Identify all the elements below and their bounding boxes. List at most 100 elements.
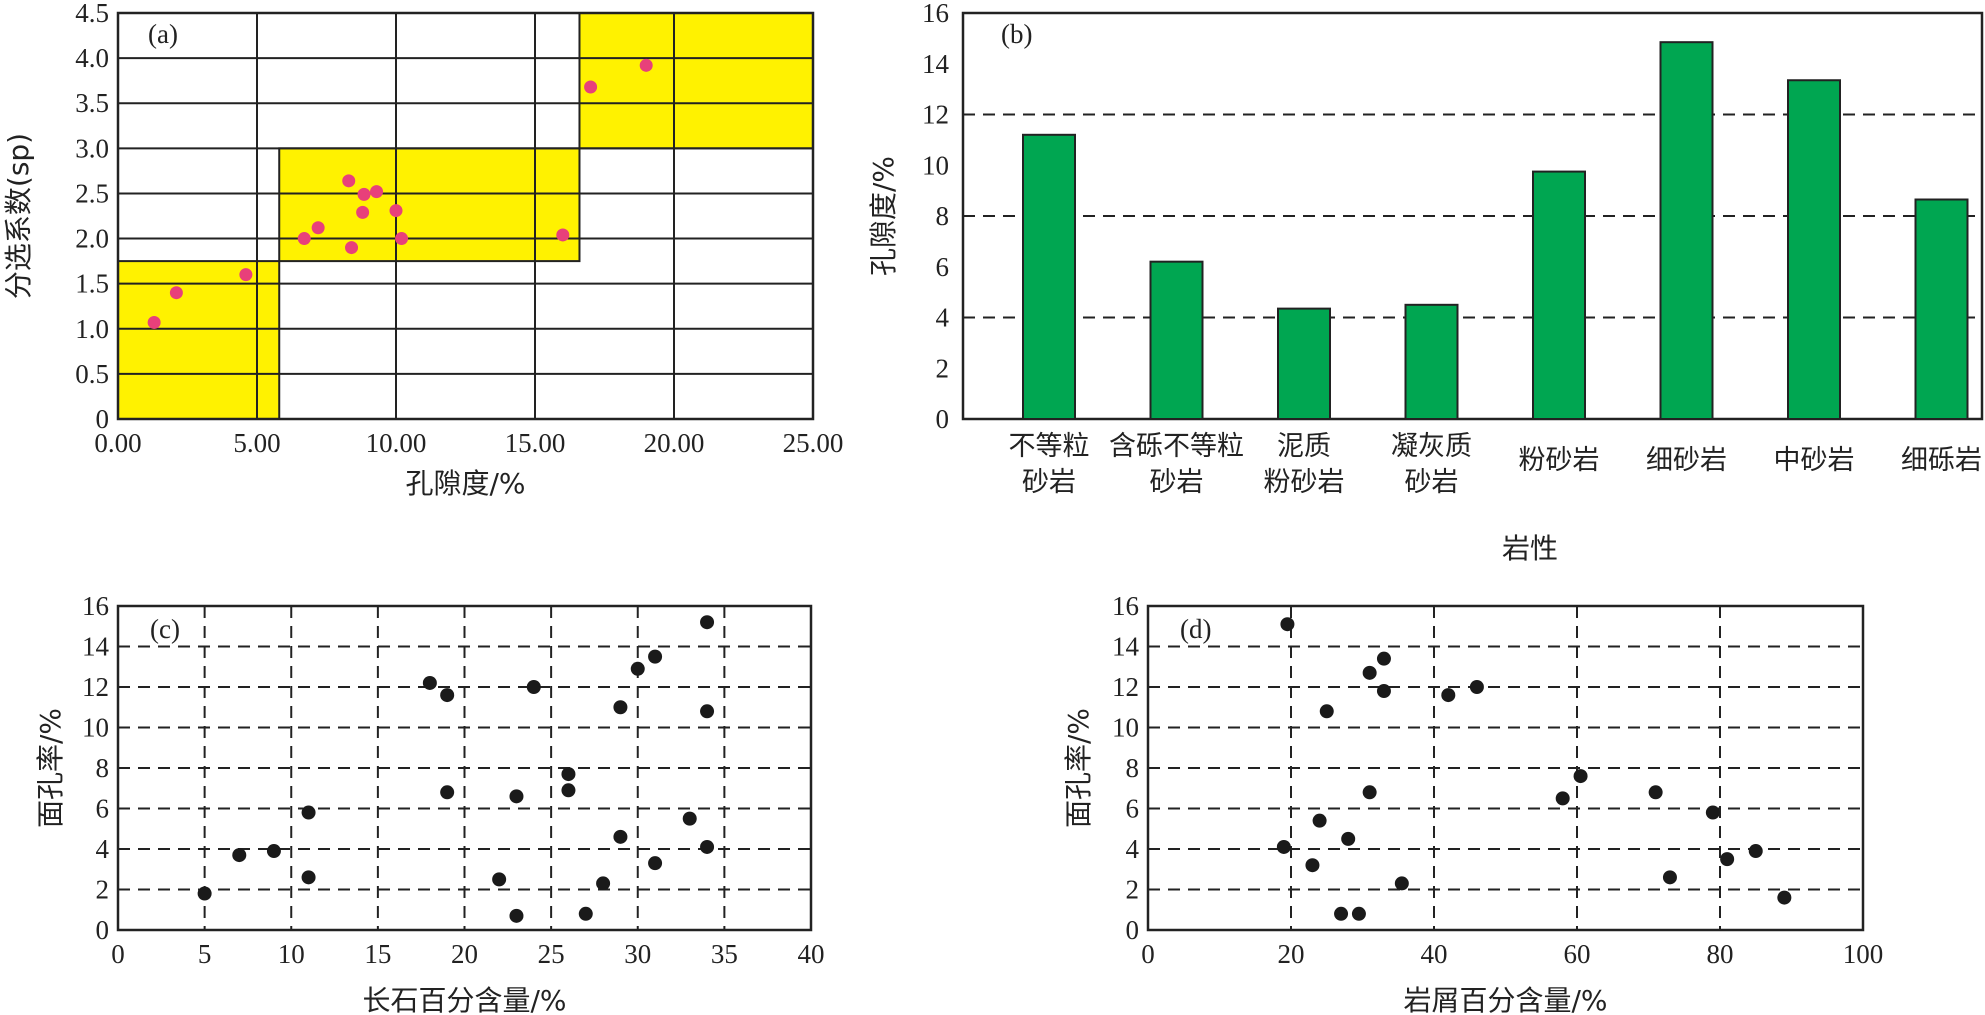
panel-label: (d) [1180, 614, 1211, 644]
y-axis-label: 孔隙度/% [867, 156, 900, 276]
category-label: 砂岩 [1022, 467, 1076, 498]
data-point [639, 58, 653, 72]
data-point [613, 829, 628, 844]
category-label: 细砾岩 [1901, 445, 1982, 476]
data-point [596, 876, 611, 891]
x-tick-label: 20 [451, 939, 478, 969]
x-tick-label: 25 [538, 939, 565, 969]
bar [1149, 260, 1204, 420]
y-tick-label: 0 [1126, 915, 1140, 945]
data-point [1376, 684, 1391, 699]
data-point [301, 870, 316, 885]
data-point [630, 661, 645, 676]
category-label: 砂岩 [1150, 467, 1204, 498]
data-point [1319, 704, 1334, 719]
data-point [395, 232, 409, 246]
x-tick-label: 20 [1278, 939, 1305, 969]
data-point [1376, 651, 1391, 666]
x-tick-label: 10 [278, 939, 305, 969]
y-tick-label: 4.0 [75, 43, 109, 73]
data-point [1276, 839, 1291, 854]
data-point [345, 241, 359, 255]
data-point [561, 783, 576, 798]
x-tick-label: 10.00 [366, 428, 427, 458]
data-point [357, 187, 371, 201]
category-label: 中砂岩 [1774, 445, 1855, 476]
y-tick-label: 4.5 [75, 0, 109, 28]
y-tick-label: 14 [1112, 632, 1140, 662]
panel-label: (c) [150, 614, 180, 644]
x-tick-label: 15 [364, 939, 391, 969]
x-tick-label: 60 [1564, 939, 1591, 969]
category-label: 不等粒 [1009, 431, 1090, 462]
y-tick-label: 0 [96, 404, 110, 434]
category-label: 粉砂岩 [1519, 445, 1600, 476]
y-tick-label: 3.0 [75, 133, 109, 163]
y-tick-label: 16 [82, 591, 109, 621]
x-tick-label: 5 [198, 939, 212, 969]
data-point [584, 80, 598, 94]
y-tick-label: 14 [82, 632, 110, 662]
plot-frame [116, 11, 815, 421]
y-tick-label: 6 [936, 252, 950, 282]
data-point [370, 185, 384, 199]
y-tick-label: 4 [936, 303, 950, 333]
data-point [147, 315, 161, 329]
y-tick-label: 14 [922, 49, 950, 79]
y-tick-label: 2.0 [75, 224, 109, 254]
bar [1022, 133, 1076, 421]
data-point [1441, 688, 1456, 703]
plot-frame [1146, 604, 1865, 932]
data-point [682, 811, 697, 826]
x-tick-label: 0 [1141, 939, 1155, 969]
highlight-region-1 [278, 147, 581, 263]
highlight-region-0 [117, 260, 281, 420]
x-tick-label: 25.00 [783, 428, 844, 458]
y-tick-label: 8 [1126, 753, 1140, 783]
data-point [526, 680, 541, 694]
category-label: 泥质 [1277, 431, 1331, 462]
data-point [1469, 680, 1484, 694]
data-point [440, 785, 455, 800]
x-axis-label: 岩屑百分含量/% [1403, 984, 1607, 1015]
y-tick-label: 0.5 [75, 359, 109, 389]
y-tick-label: 2 [1126, 875, 1140, 905]
data-point [509, 908, 524, 923]
x-tick-label: 80 [1707, 939, 1734, 969]
data-point [1555, 791, 1570, 806]
x-axis-label: 长石百分含量/% [362, 984, 566, 1015]
data-point [1573, 769, 1588, 784]
data-point [1648, 785, 1663, 800]
data-point [556, 228, 570, 242]
data-point [648, 649, 663, 664]
x-tick-label: 35 [711, 939, 738, 969]
y-tick-label: 16 [1112, 591, 1139, 621]
data-point [561, 767, 576, 782]
x-tick-label: 20.00 [644, 428, 705, 458]
data-point [1662, 870, 1677, 885]
data-point [700, 704, 715, 719]
data-point [266, 844, 281, 859]
data-point [239, 268, 253, 282]
category-label: 含砾不等粒 [1109, 431, 1244, 462]
bar [1277, 307, 1331, 420]
y-tick-label: 10 [82, 713, 109, 743]
y-tick-label: 10 [1112, 713, 1139, 743]
x-tick-label: 100 [1843, 939, 1884, 969]
data-point [648, 856, 663, 871]
x-tick-label: 0.00 [94, 428, 141, 458]
y-tick-label: 4 [96, 834, 110, 864]
category-label: 细砂岩 [1646, 445, 1727, 476]
data-point [578, 906, 593, 921]
data-point [311, 221, 325, 235]
data-point [1748, 844, 1763, 859]
x-tick-label: 0 [111, 939, 125, 969]
data-point [1705, 805, 1720, 820]
data-point [613, 700, 628, 715]
bar [1532, 170, 1586, 420]
x-tick-label: 40 [1421, 939, 1448, 969]
y-tick-label: 6 [1126, 794, 1140, 824]
data-point [1312, 813, 1327, 828]
y-tick-label: 8 [96, 753, 110, 783]
data-point [297, 232, 311, 246]
